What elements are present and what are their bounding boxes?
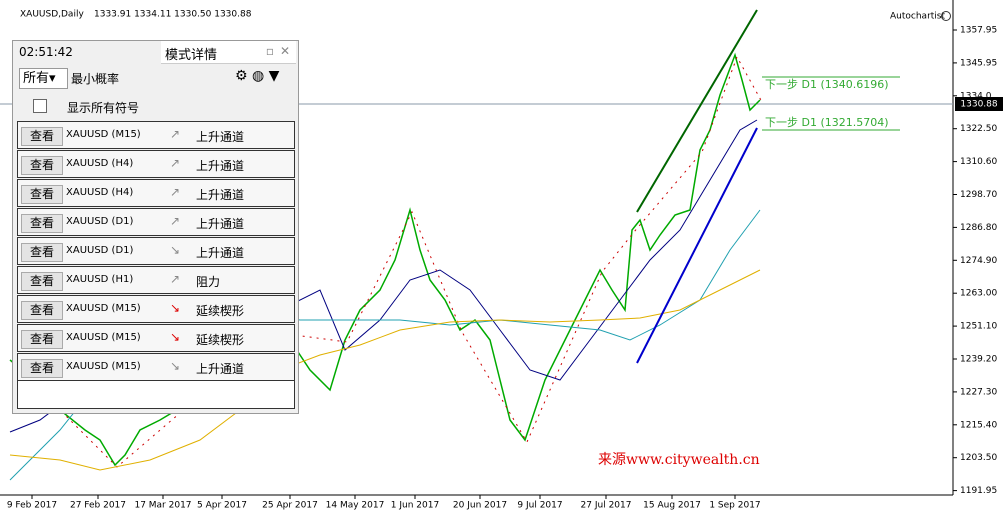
time-label: 17 Mar 2017 [134, 501, 191, 511]
brand: Autochartist [890, 12, 945, 22]
pattern-panel: 02:51:42 模式详情 ▫ ✕ 所有▾ 最小概率 ⚙ ◍ ▼ 显示所有符号 … [12, 40, 299, 414]
row-symbol: XAUUSD (H4) [66, 187, 134, 198]
price-label: 1310.60 [960, 157, 997, 167]
smiley [941, 11, 951, 21]
pattern-row: 查看 XAUUSD (M15) ↘ 上升通道 [17, 353, 295, 381]
pattern-row: 查看 XAUUSD (M15) ↘ 延续楔形 [17, 295, 295, 323]
checkbox[interactable] [33, 99, 47, 113]
pattern-row: 查看 XAUUSD (M15) ↗ 上升通道 [17, 121, 295, 149]
trend-line [636, 127, 758, 364]
row-pattern: 阻力 [196, 275, 221, 289]
pattern-icon: ↗ [170, 214, 181, 228]
row-pattern: 上升通道 [196, 217, 245, 231]
annotation: 下一步 D1 (1340.6196) [765, 78, 889, 91]
trend-line [636, 9, 758, 213]
view-button[interactable]: 查看 [21, 243, 63, 262]
tab[interactable]: 模式详情 ▫ ✕ [161, 41, 296, 64]
pattern-row: 查看 XAUUSD (D1) ↘ 上升通道 [17, 237, 295, 265]
time-label: 1 Jun 2017 [391, 501, 439, 511]
price-label: 1345.95 [960, 58, 997, 68]
pattern-row: 查看 XAUUSD (M15) ↘ 延续楔形 [17, 324, 295, 352]
chart-ohlc: 1333.91 1334.11 1330.50 1330.88 [94, 10, 252, 20]
view-button[interactable]: 查看 [21, 272, 63, 291]
pattern-row: 查看 XAUUSD (H4) ↗ 上升通道 [17, 179, 295, 207]
row-symbol: XAUUSD (M15) [66, 303, 141, 314]
time-label: 9 Jul 2017 [517, 501, 562, 511]
row-symbol: XAUUSD (H1) [66, 274, 134, 285]
pattern-icon: ↘ [170, 359, 181, 373]
row-symbol: XAUUSD (D1) [66, 245, 134, 256]
price-label: 1215.40 [960, 420, 997, 430]
time-label: 15 Aug 2017 [643, 501, 701, 511]
checkbox-label: 显示所有符号 [67, 101, 140, 115]
pattern-icon: ↗ [170, 185, 181, 199]
row-pattern: 上升通道 [196, 188, 245, 202]
view-button[interactable]: 查看 [21, 185, 63, 204]
price-label: 1274.90 [960, 256, 997, 266]
time-label: 14 May 2017 [326, 501, 385, 511]
price-label: 1334.0 [960, 91, 992, 101]
view-button[interactable]: 查看 [21, 359, 63, 378]
current-price: 1330.88 [960, 100, 997, 110]
restore-icon[interactable]: ▫ [265, 44, 274, 58]
pattern-icon: ↗ [170, 127, 181, 141]
filter-dropdown[interactable]: 所有▾ [19, 68, 68, 89]
annotation: 下一步 D1 (1321.5704) [765, 116, 889, 129]
time-label: 9 Feb 2017 [7, 501, 57, 511]
watermark: 来源www.citywealth.cn [598, 452, 760, 468]
price-label: 1286.80 [960, 223, 997, 233]
moving-average [9, 269, 761, 471]
time-label: 27 Jul 2017 [581, 501, 632, 511]
chart-symbol: XAUUSD,Daily [20, 10, 84, 20]
pattern-icon: ↘ [170, 330, 181, 344]
row-pattern: 延续楔形 [196, 304, 245, 318]
price-label: 1357.95 [960, 26, 997, 36]
price-label: 1203.50 [960, 453, 997, 463]
row-pattern: 上升通道 [196, 159, 245, 173]
row-symbol: XAUUSD (M15) [66, 332, 141, 343]
clock: 02:51:42 [19, 45, 73, 59]
price-label: 1227.30 [960, 387, 997, 397]
row-pattern: 延续楔形 [196, 333, 245, 347]
time-label: 27 Feb 2017 [70, 501, 126, 511]
pattern-icon: ↗ [170, 272, 181, 286]
price-label: 1298.70 [960, 190, 997, 200]
view-button[interactable]: 查看 [21, 156, 63, 175]
pattern-icon: ↘ [170, 243, 181, 257]
view-button[interactable]: 查看 [21, 301, 63, 320]
filter-value: 所有 [23, 71, 50, 86]
pattern-icon: ↗ [170, 156, 181, 170]
price-label: 1322.50 [960, 124, 997, 134]
price-label: 1263.00 [960, 289, 997, 299]
time-label: 1 Sep 2017 [709, 501, 760, 511]
toolbar-icons[interactable]: ⚙ ◍ ▼ [235, 68, 280, 84]
row-pattern: 上升通道 [196, 362, 245, 376]
tab-title: 模式详情 [165, 48, 218, 63]
row-symbol: XAUUSD (M15) [66, 129, 141, 140]
filter-label: 最小概率 [71, 72, 120, 86]
current-price-box [955, 97, 1003, 111]
price-label: 1191.95 [960, 486, 997, 496]
row-symbol: XAUUSD (H4) [66, 158, 134, 169]
time-label: 25 Apr 2017 [262, 501, 318, 511]
price-label: 1251.10 [960, 322, 997, 332]
view-button[interactable]: 查看 [21, 214, 63, 233]
row-symbol: XAUUSD (M15) [66, 361, 141, 372]
pattern-icon: ↘ [170, 301, 181, 315]
row-pattern: 上升通道 [196, 246, 245, 260]
row-symbol: XAUUSD (D1) [66, 216, 134, 227]
row-pattern: 上升通道 [196, 130, 245, 144]
pattern-row: 查看 XAUUSD (D1) ↗ 上升通道 [17, 208, 295, 236]
pattern-row: 查看 XAUUSD (H4) ↗ 上升通道 [17, 150, 295, 178]
time-label: 20 Jun 2017 [453, 501, 507, 511]
price-label: 1239.20 [960, 355, 997, 365]
pattern-row: 查看 XAUUSD (H1) ↗ 阻力 [17, 266, 295, 294]
view-button[interactable]: 查看 [21, 127, 63, 146]
close-icon[interactable]: ✕ [279, 44, 290, 58]
time-label: 5 Apr 2017 [197, 501, 247, 511]
view-button[interactable]: 查看 [21, 330, 63, 349]
